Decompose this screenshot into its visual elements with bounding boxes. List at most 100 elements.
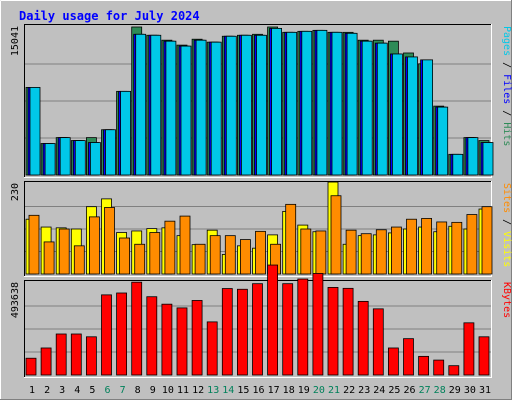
day-label-9: 9: [150, 385, 156, 396]
day-label-28: 28: [434, 385, 446, 396]
bar-pages-day-16: [256, 34, 267, 176]
panel-legend-label: Pages / Files / Hits: [501, 26, 512, 146]
bar-pages-day-29: [452, 153, 464, 176]
bar-pages-day-18: [286, 31, 298, 176]
bar-sites-day-1: [28, 214, 40, 275]
day-label-4: 4: [74, 385, 80, 396]
bar-kbytes-day-10: [161, 303, 173, 376]
panel-top: 15041 Pages / Files / Hits: [10, 24, 512, 178]
bar-sites-day-18: [285, 203, 297, 275]
panel-max-label: 230: [10, 183, 21, 201]
bar-kbytes-day-17: [267, 264, 279, 376]
chart-panels: 15041 Pages / Files / Hits 230 Sites / Visi…: [10, 24, 512, 378]
bar-sites-day-29: [451, 221, 463, 275]
bar-kbytes-day-18: [282, 283, 294, 376]
bar-pages-day-28: [437, 106, 449, 176]
day-label-21: 21: [328, 385, 340, 396]
bar-sites-day-16: [255, 230, 266, 275]
day-label-27: 27: [419, 385, 431, 396]
bar-pages-day-15: [240, 34, 252, 176]
bar-sites-day-22: [345, 229, 357, 275]
bar-sites-day-26: [406, 218, 417, 275]
day-label-22: 22: [343, 385, 355, 396]
day-label-8: 8: [135, 385, 141, 396]
bar-kbytes-day-9: [146, 296, 158, 376]
bar-pages-day-12: [195, 39, 207, 176]
bar-pages-day-10: [165, 40, 177, 176]
x-axis-day-labels: 1 2 3 4 5 6 7 8 9 10 11 12 13 14 15 16 17 18 19 20 21 22 23 24 2…: [29, 385, 491, 396]
day-label-12: 12: [192, 385, 204, 396]
bar-sites-day-6: [104, 207, 115, 275]
bar-sites-day-12: [194, 243, 206, 275]
bar-sites-day-21: [330, 195, 342, 275]
bar-kbytes-day-15: [236, 288, 248, 376]
bar-kbytes-day-13: [206, 321, 218, 376]
bar-kbytes-day-7: [116, 292, 127, 376]
bar-pages-day-5: [90, 142, 101, 176]
legend-segment: Visits: [501, 231, 512, 267]
bar-sites-day-25: [390, 226, 402, 275]
bar-pages-day-4: [74, 140, 86, 176]
bar-pages-day-11: [180, 45, 192, 176]
bar-kbytes-day-31: [478, 336, 490, 376]
bar-kbytes-day-22: [342, 287, 354, 376]
bar-pages-day-6: [105, 129, 116, 176]
day-label-7: 7: [120, 385, 126, 396]
bar-kbytes-day-29: [448, 365, 460, 376]
day-label-2: 2: [44, 385, 50, 396]
bar-pages-day-19: [301, 30, 313, 176]
bar-sites-day-27: [421, 218, 433, 275]
bar-kbytes-day-19: [297, 278, 309, 376]
bar-sites-day-23: [360, 233, 372, 275]
bar-kbytes-day-20: [312, 273, 324, 376]
bar-sites-day-31: [481, 206, 493, 275]
bar-sites-day-30: [466, 214, 478, 275]
legend-segment: /: [501, 213, 512, 231]
day-label-1: 1: [29, 385, 35, 396]
bar-sites-day-14: [224, 235, 236, 275]
bar-pages-day-24: [376, 42, 388, 176]
bar-pages-day-27: [422, 59, 434, 176]
bar-kbytes-day-30: [463, 322, 475, 376]
bar-pages-day-22: [346, 32, 358, 176]
bar-sites-day-24: [375, 229, 387, 275]
bar-kbytes-day-28: [433, 359, 445, 376]
bar-sites-day-10: [164, 220, 176, 275]
bar-sites-day-28: [436, 221, 448, 275]
bar-kbytes-day-12: [191, 300, 203, 376]
panel-max-label: 493638: [10, 282, 21, 318]
day-label-16: 16: [252, 385, 264, 396]
legend-segment: Hits: [501, 122, 512, 146]
bar-pages-day-14: [225, 35, 237, 176]
bar-kbytes-day-6: [101, 294, 112, 376]
panel-mid: 230 Sites / Visits: [10, 181, 512, 277]
day-label-3: 3: [59, 385, 65, 396]
legend-segment: KBytes: [501, 282, 512, 318]
bar-pages-day-23: [361, 40, 373, 176]
legend-segment: Sites: [501, 183, 512, 213]
day-label-10: 10: [162, 385, 174, 396]
bar-pages-day-2: [44, 143, 56, 176]
bar-sites-day-7: [119, 237, 130, 275]
bar-kbytes-day-23: [357, 300, 369, 376]
day-label-14: 14: [222, 385, 234, 396]
chart-title: Daily usage for July 2024: [19, 9, 200, 23]
day-label-29: 29: [449, 385, 461, 396]
bar-sites-day-4: [73, 245, 85, 275]
bar-kbytes-day-16: [252, 283, 263, 376]
day-label-5: 5: [89, 385, 95, 396]
bar-kbytes-day-3: [55, 333, 67, 376]
bar-sites-day-5: [89, 216, 100, 275]
day-label-26: 26: [403, 385, 415, 396]
day-label-25: 25: [388, 385, 400, 396]
legend-segment: /: [501, 104, 512, 122]
bar-pages-day-25: [391, 53, 403, 176]
legend-segment: Files: [501, 74, 512, 104]
bar-sites-day-9: [149, 232, 161, 275]
bar-kbytes-day-2: [40, 347, 52, 376]
day-label-19: 19: [298, 385, 310, 396]
day-label-24: 24: [373, 385, 385, 396]
day-label-17: 17: [268, 385, 280, 396]
bar-pages-day-9: [150, 34, 162, 176]
